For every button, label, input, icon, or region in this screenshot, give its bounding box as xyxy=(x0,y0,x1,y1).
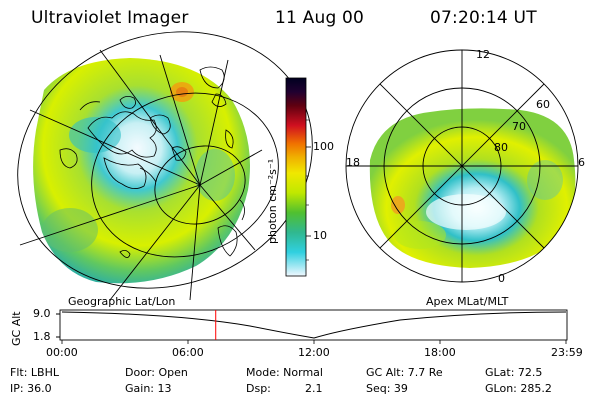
altitude-ymin: 1.8 xyxy=(33,330,51,343)
colorbar-tick-100: 100 xyxy=(313,140,334,153)
altitude-xtick: 00:00 xyxy=(46,346,78,359)
geo-map-caption: Geographic Lat/Lon xyxy=(68,295,176,308)
altitude-xtick: 23:59 xyxy=(551,346,583,359)
polar-map xyxy=(345,49,579,283)
geographic-map xyxy=(17,31,313,301)
dsp-value: 2.1 xyxy=(305,382,323,395)
polar-aurora-patch xyxy=(394,221,446,249)
geo-aurora-patch xyxy=(42,208,98,252)
mlt-label-18: 18 xyxy=(346,156,360,169)
door-info: Door: Open xyxy=(125,366,188,379)
polar-aurora-patch xyxy=(426,194,506,230)
gc-alt-info: GC Alt: 7.7 Re xyxy=(366,366,443,379)
mode-info: Mode: Normal xyxy=(246,366,323,379)
mlt-label-12: 12 xyxy=(476,48,490,61)
colorbar xyxy=(285,77,311,277)
polar-map-caption: Apex MLat/MLT xyxy=(426,295,509,308)
altitude-curve xyxy=(61,311,567,339)
altitude-ymax: 9.0 xyxy=(33,307,51,320)
geo-aurora-patch xyxy=(195,149,235,201)
instrument-title: Ultraviolet Imager xyxy=(31,8,189,28)
glon-info: GLon: 285.2 xyxy=(485,382,552,395)
mlat-label-60: 60 xyxy=(536,98,550,111)
dsp-label: Dsp: xyxy=(246,382,271,395)
seq-info: Seq: 39 xyxy=(366,382,408,395)
polar-grid xyxy=(345,49,579,283)
geo-bright-spot xyxy=(176,87,188,97)
mlt-label-6: 6 xyxy=(578,156,585,169)
colorbar-unit-label: photon cm⁻²s⁻¹ xyxy=(266,158,279,244)
geo-coastlines xyxy=(59,66,245,258)
mlt-label-0: 0 xyxy=(498,272,505,285)
altitude-xtick: 06:00 xyxy=(172,346,204,359)
image-time: 07:20:14 UT xyxy=(430,8,537,28)
altitude-plot xyxy=(56,309,568,344)
filter-info: Flt: LBHL xyxy=(10,366,59,379)
colorbar-tick-10: 10 xyxy=(313,229,327,242)
image-date: 11 Aug 00 xyxy=(275,8,365,28)
polar-bright-spot xyxy=(391,196,405,214)
altitude-ylabel: GC Alt xyxy=(10,311,23,346)
colorbar-scale xyxy=(285,77,307,277)
glat-info: GLat: 72.5 xyxy=(485,366,543,379)
altitude-xtick: 12:00 xyxy=(298,346,330,359)
mlat-label-80: 80 xyxy=(494,141,508,154)
ip-info: IP: 36.0 xyxy=(10,382,52,395)
mlat-label-70: 70 xyxy=(512,120,526,133)
altitude-xtick: 18:00 xyxy=(424,346,456,359)
gain-info: Gain: 13 xyxy=(125,382,172,395)
geo-aurora-patch xyxy=(69,117,121,153)
